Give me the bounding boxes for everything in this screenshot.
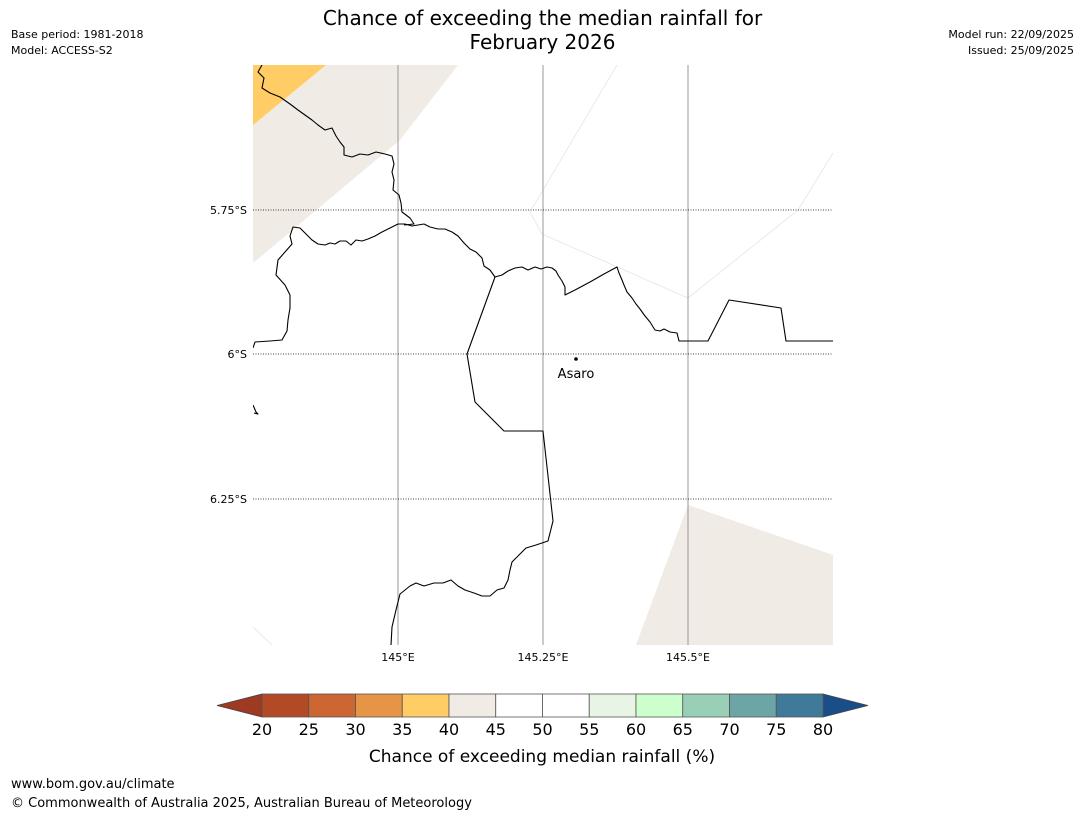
colorbar-segment-65-70 [682, 693, 730, 718]
colorbar-over-arrow [822, 693, 869, 718]
colorbar-segment-20-25 [261, 693, 310, 718]
footer-copyright: © Commonwealth of Australia 2025, Austra… [11, 796, 472, 811]
province-borders [253, 65, 833, 645]
colorbar-tick-20: 20 [252, 720, 272, 739]
colorbar-under-arrow [216, 693, 263, 718]
colorbar-tick-35: 35 [392, 720, 412, 739]
lat-label-5-75S: 5.75°S [210, 204, 247, 217]
colorbar-tick-55: 55 [579, 720, 599, 739]
border-northwest [257, 65, 415, 226]
colorbar-tick-65: 65 [673, 720, 693, 739]
colorbar-segment-60-65 [635, 693, 684, 718]
issued-date: Issued: 25/09/2025 [967, 44, 1074, 57]
colorbar-segment-70-75 [729, 693, 777, 718]
colorbar-tick-25: 25 [299, 720, 319, 739]
latitude-gridlines [253, 209, 833, 500]
model-run: Model run: 22/09/2025 [948, 28, 1074, 41]
colorbar-segments [261, 693, 824, 718]
border-central [253, 223, 833, 349]
colorbar-segment-25-30 [308, 693, 356, 718]
border-west-fragment [253, 404, 259, 415]
asaro-label: Asaro [558, 367, 595, 382]
longitude-gridlines [397, 65, 689, 645]
colorbar-tick-labels: 20 25 30 35 40 45 50 55 60 65 70 75 80 [252, 720, 833, 739]
colorbar-segment-35-40 [401, 693, 450, 718]
colorbar-tick-75: 75 [766, 720, 786, 739]
lon-label-145-5E: 145.5°E [666, 651, 710, 664]
colorbar-segment-75-80 [775, 693, 824, 718]
longitude-labels: 145°E 145.25°E 145.5°E [381, 651, 710, 664]
model-name: Model: ACCESS-S2 [11, 44, 113, 57]
colorbar-tick-45: 45 [486, 720, 506, 739]
colorbar-segment-40-45 [448, 693, 497, 718]
lat-label-6-25S: 6.25°S [210, 493, 247, 506]
colorbar-tick-30: 30 [345, 720, 365, 739]
colorbar: 20 25 30 35 40 45 50 55 60 65 70 75 80 Chance of exc… [216, 693, 869, 767]
meta-right: Model run: 22/09/2025 Issued: 25/09/2025 [948, 27, 1074, 59]
map-title: Chance of exceeding the median rainfall … [0, 6, 1085, 54]
title-line-2: February 2026 [469, 30, 616, 54]
lon-label-145E: 145°E [381, 651, 414, 664]
border-south [390, 276, 554, 645]
map-area: Asaro [253, 65, 833, 645]
colorbar-tick-40: 40 [439, 720, 459, 739]
meta-left: Base period: 1981-2018 Model: ACCESS-S2 [11, 27, 143, 59]
colorbar-segment-50-55 [542, 693, 590, 718]
region-40-45-southeast [636, 505, 833, 645]
colorbar-segment-30-35 [355, 693, 403, 718]
colorbar-label: Chance of exceeding median rainfall (%) [369, 747, 715, 767]
asaro-town-marker [574, 357, 578, 361]
colorbar-tick-80: 80 [813, 720, 833, 739]
lon-label-145-25E: 145.25°E [518, 651, 569, 664]
colorbar-tick-50: 50 [532, 720, 552, 739]
footer: www.bom.gov.au/climate © Commonwealth of… [11, 775, 472, 813]
lat-label-6S: 6°S [228, 348, 247, 361]
contour-line [253, 626, 273, 645]
title-line-1: Chance of exceeding the median rainfall … [322, 6, 763, 30]
colorbar-segment-45-50 [495, 693, 543, 718]
colorbar-tick-70: 70 [719, 720, 739, 739]
base-period: Base period: 1981-2018 [11, 28, 144, 41]
colorbar-segment-55-60 [588, 693, 637, 718]
region-35-40-northwest [253, 65, 326, 125]
latitude-labels: 5.75°S 6°S 6.25°S [210, 204, 247, 506]
footer-url[interactable]: www.bom.gov.au/climate [11, 777, 175, 792]
contour-line [529, 65, 833, 299]
colorbar-tick-60: 60 [626, 720, 646, 739]
